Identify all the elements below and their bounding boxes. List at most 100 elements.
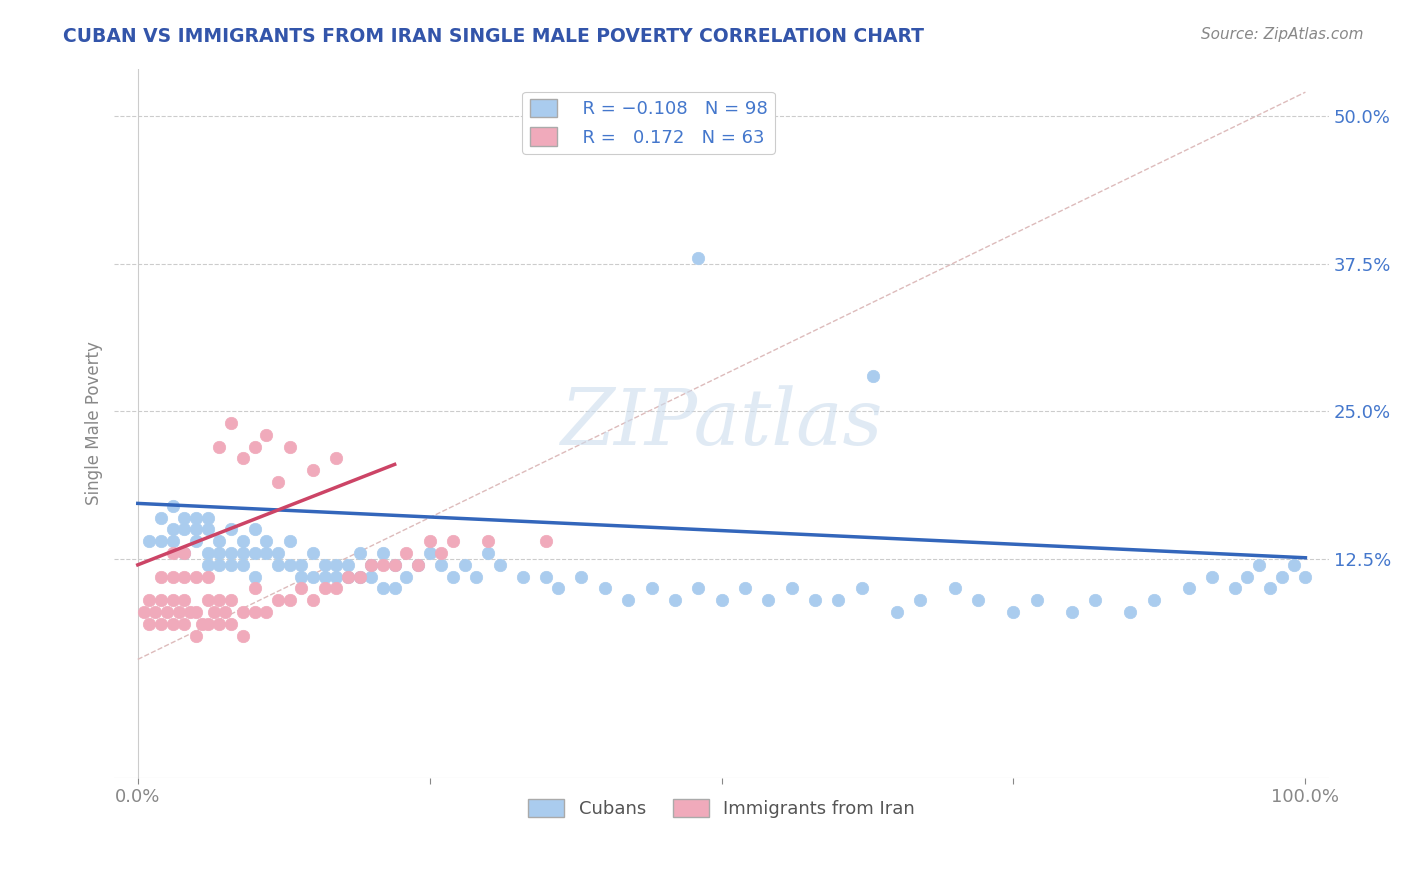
Point [243,582,266,596]
Point [384,582,406,596]
Point [219,416,242,430]
Point [219,558,242,572]
Point [173,510,195,524]
Point [278,593,301,607]
Point [173,616,195,631]
Point [162,616,184,631]
Point [1236,569,1258,583]
Point [197,616,219,631]
Point [173,522,195,536]
Point [162,569,184,583]
Point [150,534,173,549]
Point [208,440,231,454]
Point [371,546,394,560]
Point [219,616,242,631]
Point [191,616,214,631]
Point [360,558,382,572]
Text: Source: ZipAtlas.com: Source: ZipAtlas.com [1201,27,1364,42]
Point [208,593,231,607]
Point [173,593,195,607]
Point [162,546,184,560]
Point [384,558,406,572]
Point [267,546,290,560]
Point [406,558,429,572]
Point [419,534,441,549]
Point [150,510,173,524]
Point [150,616,173,631]
Point [143,605,166,619]
Point [371,558,394,572]
Point [278,558,301,572]
Point [138,616,160,631]
Text: ZIPatlas: ZIPatlas [561,384,883,461]
Point [325,569,347,583]
Point [162,593,184,607]
Point [254,546,277,560]
Point [132,605,155,619]
Point [756,593,779,607]
Point [1260,582,1282,596]
Point [302,546,325,560]
Point [851,582,873,596]
Point [908,593,931,607]
Point [441,569,464,583]
Point [512,569,534,583]
Point [243,569,266,583]
Point [640,582,662,596]
Point [336,569,359,583]
Point [688,251,710,265]
Point [150,593,173,607]
Point [208,558,231,572]
Point [571,569,593,583]
Point [1225,582,1247,596]
Point [243,440,266,454]
Point [477,546,499,560]
Point [827,593,849,607]
Point [477,534,499,549]
Point [179,605,201,619]
Point [336,569,359,583]
Point [173,546,195,560]
Point [536,569,558,583]
Point [197,593,219,607]
Point [150,569,173,583]
Point [454,558,477,572]
Point [197,522,219,536]
Point [349,569,371,583]
Point [371,582,394,596]
Point [314,569,336,583]
Point [219,546,242,560]
Point [967,593,990,607]
Point [290,558,312,572]
Point [186,522,208,536]
Point [314,582,336,596]
Point [290,582,312,596]
Point [138,593,160,607]
Point [173,569,195,583]
Point [1177,582,1199,596]
Y-axis label: Single Male Poverty: Single Male Poverty [86,341,103,505]
Point [384,558,406,572]
Point [430,558,453,572]
Legend: Cubans, Immigrants from Iran: Cubans, Immigrants from Iran [520,791,922,825]
Point [254,534,277,549]
Point [208,534,231,549]
Point [162,522,184,536]
Point [197,558,219,572]
Point [664,593,686,607]
Point [254,428,277,442]
Point [314,558,336,572]
Point [325,451,347,466]
Point [162,499,184,513]
Point [162,534,184,549]
Point [278,534,301,549]
Point [208,546,231,560]
Point [349,546,371,560]
Point [232,534,254,549]
Point [267,558,290,572]
Point [1060,605,1083,619]
Point [688,582,710,596]
Point [278,440,301,454]
Point [232,558,254,572]
Point [232,629,254,643]
